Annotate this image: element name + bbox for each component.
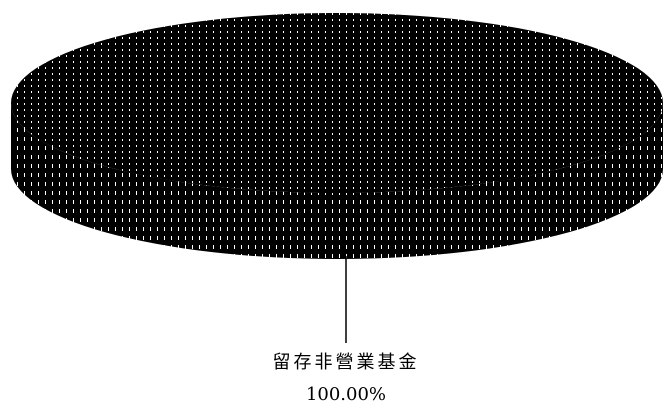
slice-category-label: 留存非營業基金 xyxy=(273,352,420,373)
pie-slice xyxy=(11,13,663,193)
pie-labels: 留存非營業基金 100.00% xyxy=(273,256,420,405)
pie-slices xyxy=(11,13,663,259)
slice-value-label: 100.00% xyxy=(306,384,386,405)
pie-slice-side xyxy=(11,103,663,259)
